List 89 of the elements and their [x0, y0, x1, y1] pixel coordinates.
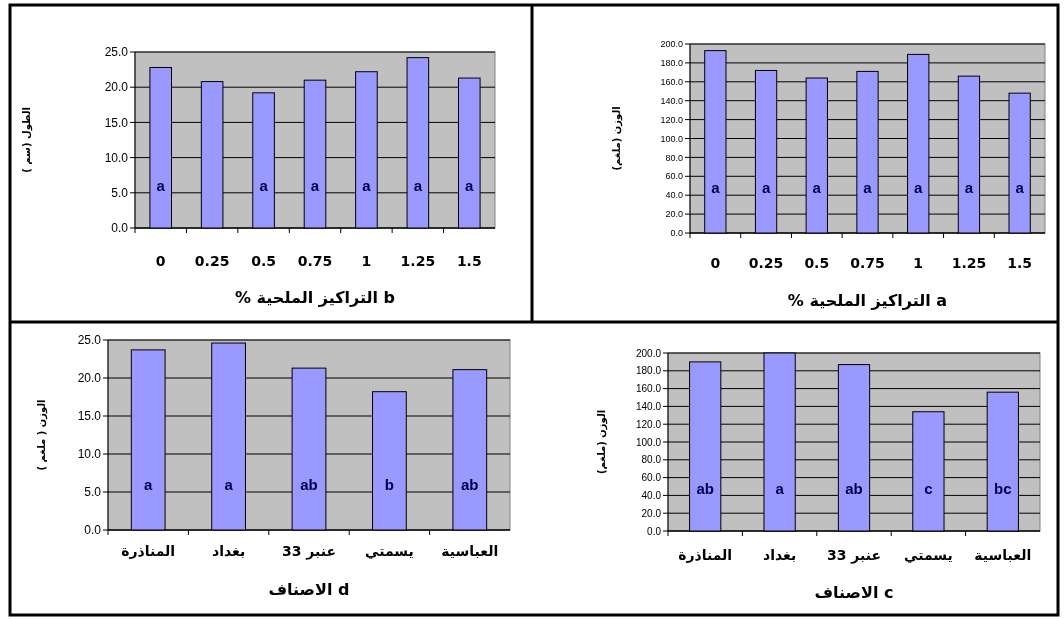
data-label: a [259, 177, 269, 195]
x-tick-label: يسمتي [365, 543, 414, 560]
x-tick-label: العباسية [974, 547, 1032, 563]
data-label: a [863, 179, 873, 197]
data-label: ab [300, 476, 318, 494]
data-label: a [362, 177, 372, 195]
data-label: a [812, 179, 822, 197]
data-label: a [144, 476, 154, 494]
x-tick-label: 0.25 [748, 255, 784, 271]
y-axis-title: الوزن (ملغم) [596, 409, 608, 475]
data-label: a [465, 177, 475, 195]
data-label: a [156, 177, 166, 195]
y-tick-label: 0.0 [84, 523, 102, 538]
y-tick-label: 80.0 [665, 152, 683, 163]
x-axis-title: a التراكيز الملحية % [787, 291, 948, 310]
y-tick-label: 20.0 [77, 371, 102, 386]
y-tick-label: 10.0 [77, 447, 102, 462]
x-tick-label: بغداد [762, 547, 797, 563]
y-tick-label: 120.0 [660, 114, 683, 125]
x-axis-title: c الاصناف [814, 583, 894, 602]
x-tick-label: عنبر 33 [826, 547, 882, 564]
y-tick-label: 140.0 [660, 95, 683, 106]
x-tick-label: 0.5 [251, 253, 276, 269]
x-tick-label: 1.5 [1007, 255, 1033, 271]
y-tick-label: 200.0 [635, 347, 662, 359]
y-tick-label: 60.0 [641, 472, 662, 484]
data-label: a [310, 177, 320, 195]
data-label: a [1015, 179, 1025, 197]
y-tick-label: 15.0 [77, 409, 102, 424]
y-tick-label: 0.0 [111, 221, 129, 236]
data-label: a [224, 476, 234, 494]
y-tick-label: 25.0 [77, 333, 102, 348]
y-tick-label: 5.0 [84, 485, 102, 500]
x-tick-label: بغداد [211, 543, 246, 559]
x-axis-title: b التراكيز الملحية % [235, 288, 395, 307]
y-tick-label: 40.0 [665, 190, 683, 201]
y-tick-label: 15.0 [104, 115, 129, 130]
y-tick-label: 20.0 [104, 80, 129, 95]
data-label: a [711, 179, 721, 197]
y-tick-label: 5.0 [111, 186, 129, 200]
x-tick-label: 1.5 [456, 253, 482, 269]
x-axis-title: d الاصناف [268, 580, 350, 599]
x-tick-label: 1 [361, 253, 372, 269]
y-tick-label: 10.0 [104, 150, 129, 165]
x-tick-label: العباسية [441, 543, 499, 559]
x-tick-label: 0.5 [804, 255, 830, 271]
data-label: ab [845, 479, 863, 497]
x-tick-label: المناذرة [678, 547, 733, 563]
y-tick-label: 0.0 [647, 525, 662, 537]
y-axis-title: الوزن (ملغم) [611, 106, 623, 171]
y-tick-label: 80.0 [641, 454, 662, 466]
data-label: bc [994, 479, 1012, 497]
data-label: a [914, 179, 924, 197]
y-tick-label: 100.0 [660, 133, 683, 144]
x-tick-label: 1.25 [951, 255, 987, 271]
data-label: a [413, 177, 423, 195]
y-tick-label: 160.0 [635, 383, 662, 395]
x-tick-label: 1.25 [400, 253, 436, 269]
data-label: ab [461, 476, 479, 494]
y-tick-label: 100.0 [635, 436, 662, 448]
y-tick-label: 200.0 [660, 39, 683, 50]
x-tick-label: 0 [155, 253, 166, 269]
y-tick-label: 120.0 [635, 418, 662, 430]
data-label: ab [696, 479, 714, 497]
y-axis-title: الوزن ( ملغم ) [36, 399, 48, 471]
x-tick-label: 1 [913, 255, 924, 271]
data-label: a [964, 179, 974, 197]
data-label: b [384, 476, 394, 494]
y-tick-label: 40.0 [641, 489, 662, 501]
y-tick-label: 180.0 [660, 58, 683, 69]
x-tick-label: المناذرة [121, 543, 176, 559]
y-tick-label: 0.0 [670, 228, 683, 239]
x-tick-label: عنبر 33 [281, 543, 337, 560]
y-tick-label: 180.0 [635, 365, 662, 377]
x-tick-label: 0.75 [297, 253, 333, 269]
y-tick-label: 25.0 [104, 45, 129, 60]
x-tick-label: 0.75 [850, 255, 885, 271]
y-tick-label: 60.0 [665, 171, 683, 182]
y-tick-label: 160.0 [660, 76, 683, 87]
data-label: a [761, 179, 771, 197]
x-tick-label: يسمتي [904, 547, 953, 564]
y-tick-label: 140.0 [635, 400, 662, 412]
y-tick-label: 20.0 [641, 507, 662, 519]
x-tick-label: 0.25 [194, 253, 230, 269]
y-axis-title: الطول (سم ) [21, 107, 33, 173]
data-label: a [775, 479, 785, 497]
x-tick-label: 0 [710, 255, 721, 271]
data-label: c [924, 479, 933, 497]
y-tick-label: 20.0 [665, 209, 683, 220]
